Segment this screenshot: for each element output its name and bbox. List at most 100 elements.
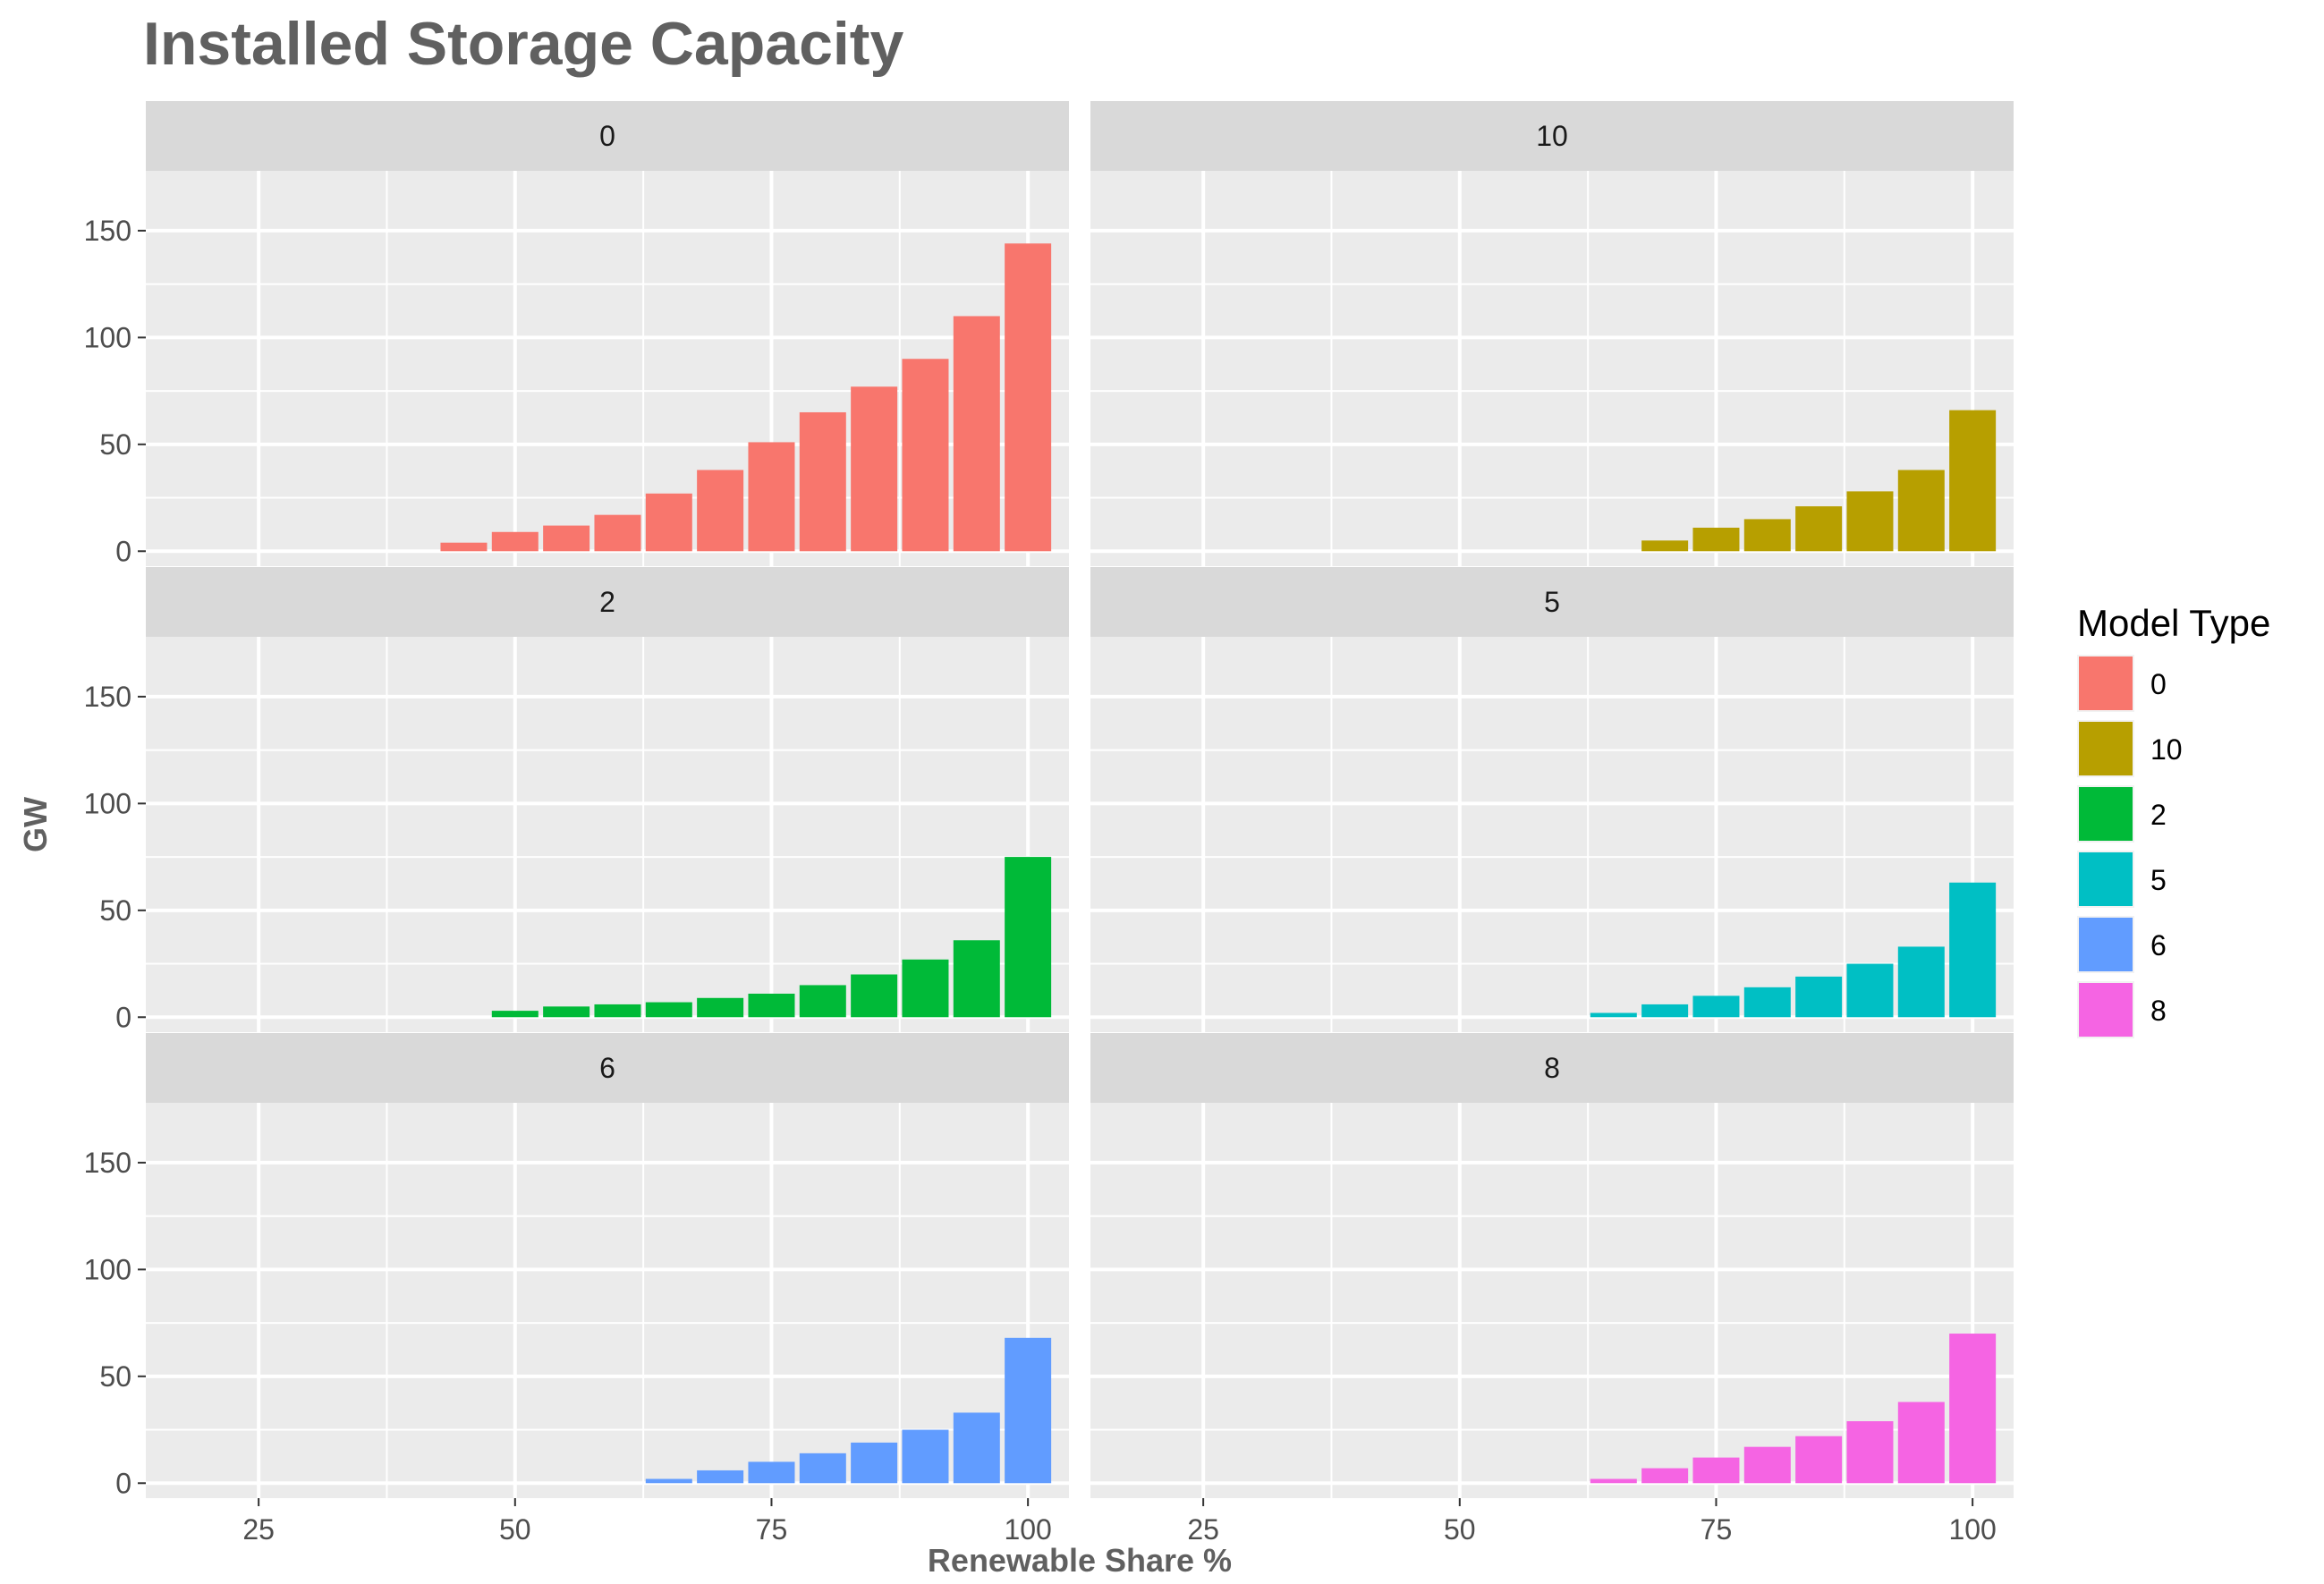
bar [799, 985, 846, 1018]
bar [645, 1002, 692, 1018]
y-tick-label: 100 [84, 321, 131, 353]
legend-swatch [2079, 787, 2133, 841]
bar [697, 997, 744, 1018]
bar [1692, 527, 1740, 552]
x-tick-label: 75 [756, 1513, 788, 1546]
bar [543, 525, 590, 552]
bar [1743, 519, 1791, 552]
y-tick-label: 0 [115, 1467, 131, 1499]
bar [645, 1478, 692, 1484]
bar [1641, 1468, 1689, 1484]
legend-swatch [2079, 852, 2133, 906]
facet-strip-label: 2 [599, 586, 615, 618]
facet-strip [146, 1033, 1069, 1103]
bar [543, 1006, 590, 1018]
facet-strip-label: 10 [1536, 120, 1568, 152]
bar [645, 493, 692, 552]
bar [1005, 1337, 1052, 1484]
bar [799, 1453, 846, 1484]
bar [1949, 1334, 1997, 1484]
bar [1846, 491, 1894, 552]
bar [1590, 1012, 1637, 1018]
facet-strip [1090, 567, 2014, 637]
bar [440, 542, 488, 552]
x-tick-label: 75 [1701, 1513, 1733, 1546]
bar [902, 359, 949, 552]
bar [748, 993, 795, 1018]
bar [851, 974, 898, 1018]
bar [953, 1412, 1000, 1484]
bar [1641, 540, 1689, 552]
facet-strip-label: 0 [599, 120, 615, 152]
legend-label: 10 [2150, 733, 2183, 766]
facet-strip [146, 101, 1069, 171]
bar [491, 1011, 539, 1018]
x-tick-label: 100 [1948, 1513, 1996, 1546]
facet-strip [1090, 101, 2014, 171]
y-tick-label: 150 [84, 681, 131, 713]
y-tick-label: 0 [115, 1001, 131, 1033]
bar [902, 959, 949, 1018]
bar [1897, 470, 1945, 552]
x-tick-label: 25 [1187, 1513, 1219, 1546]
facet-strip-label: 6 [599, 1052, 615, 1084]
legend-label: 2 [2150, 799, 2167, 831]
bar [953, 316, 1000, 552]
bar [697, 470, 744, 552]
bar [851, 1442, 898, 1484]
bar [1846, 963, 1894, 1018]
bar [697, 1470, 744, 1484]
bar [1590, 1478, 1637, 1484]
legend-swatch [2079, 983, 2133, 1037]
bar [1005, 243, 1052, 552]
chart-title: Installed Storage Capacity [143, 10, 904, 78]
facet-strip [1090, 1033, 2014, 1103]
bar [748, 1461, 795, 1484]
legend-title: Model Type [2077, 602, 2270, 644]
legend-swatch [2079, 722, 2133, 775]
bar [1743, 1446, 1791, 1484]
y-tick-label: 100 [84, 787, 131, 819]
legend-label: 6 [2150, 929, 2167, 961]
legend-label: 5 [2150, 864, 2167, 896]
bar [1949, 882, 1997, 1018]
legend-label: 8 [2150, 995, 2167, 1027]
y-tick-label: 150 [84, 1147, 131, 1179]
bar [1743, 987, 1791, 1018]
bar [1897, 946, 1945, 1018]
y-tick-label: 50 [99, 894, 131, 927]
facet-strip-label: 5 [1544, 586, 1560, 618]
bar [594, 514, 641, 552]
bar [1795, 506, 1843, 552]
bar [1795, 976, 1843, 1018]
bar [799, 411, 846, 552]
legend-swatch [2079, 656, 2133, 710]
facet-strip [146, 567, 1069, 637]
y-tick-label: 150 [84, 215, 131, 247]
legend-label: 0 [2150, 668, 2167, 700]
y-tick-label: 50 [99, 1360, 131, 1393]
y-tick-label: 50 [99, 428, 131, 461]
bar [491, 531, 539, 552]
x-tick-label: 25 [242, 1513, 275, 1546]
x-tick-label: 50 [499, 1513, 531, 1546]
bar [1949, 410, 1997, 552]
bar [1641, 1004, 1689, 1018]
x-tick-label: 100 [1004, 1513, 1051, 1546]
bar [1795, 1436, 1843, 1484]
y-axis-title: GW [17, 797, 54, 852]
bar [851, 386, 898, 552]
bar [1005, 857, 1052, 1018]
bar [1897, 1402, 1945, 1484]
x-tick-label: 50 [1444, 1513, 1476, 1546]
facet-strip-label: 8 [1544, 1052, 1560, 1084]
bar [1692, 1457, 1740, 1484]
legend-swatch [2079, 918, 2133, 971]
bar [902, 1429, 949, 1484]
bar [594, 1004, 641, 1018]
y-tick-label: 100 [84, 1253, 131, 1285]
x-axis-title: Renewable Share % [928, 1542, 1232, 1579]
bar [748, 442, 795, 552]
bar [1692, 995, 1740, 1018]
